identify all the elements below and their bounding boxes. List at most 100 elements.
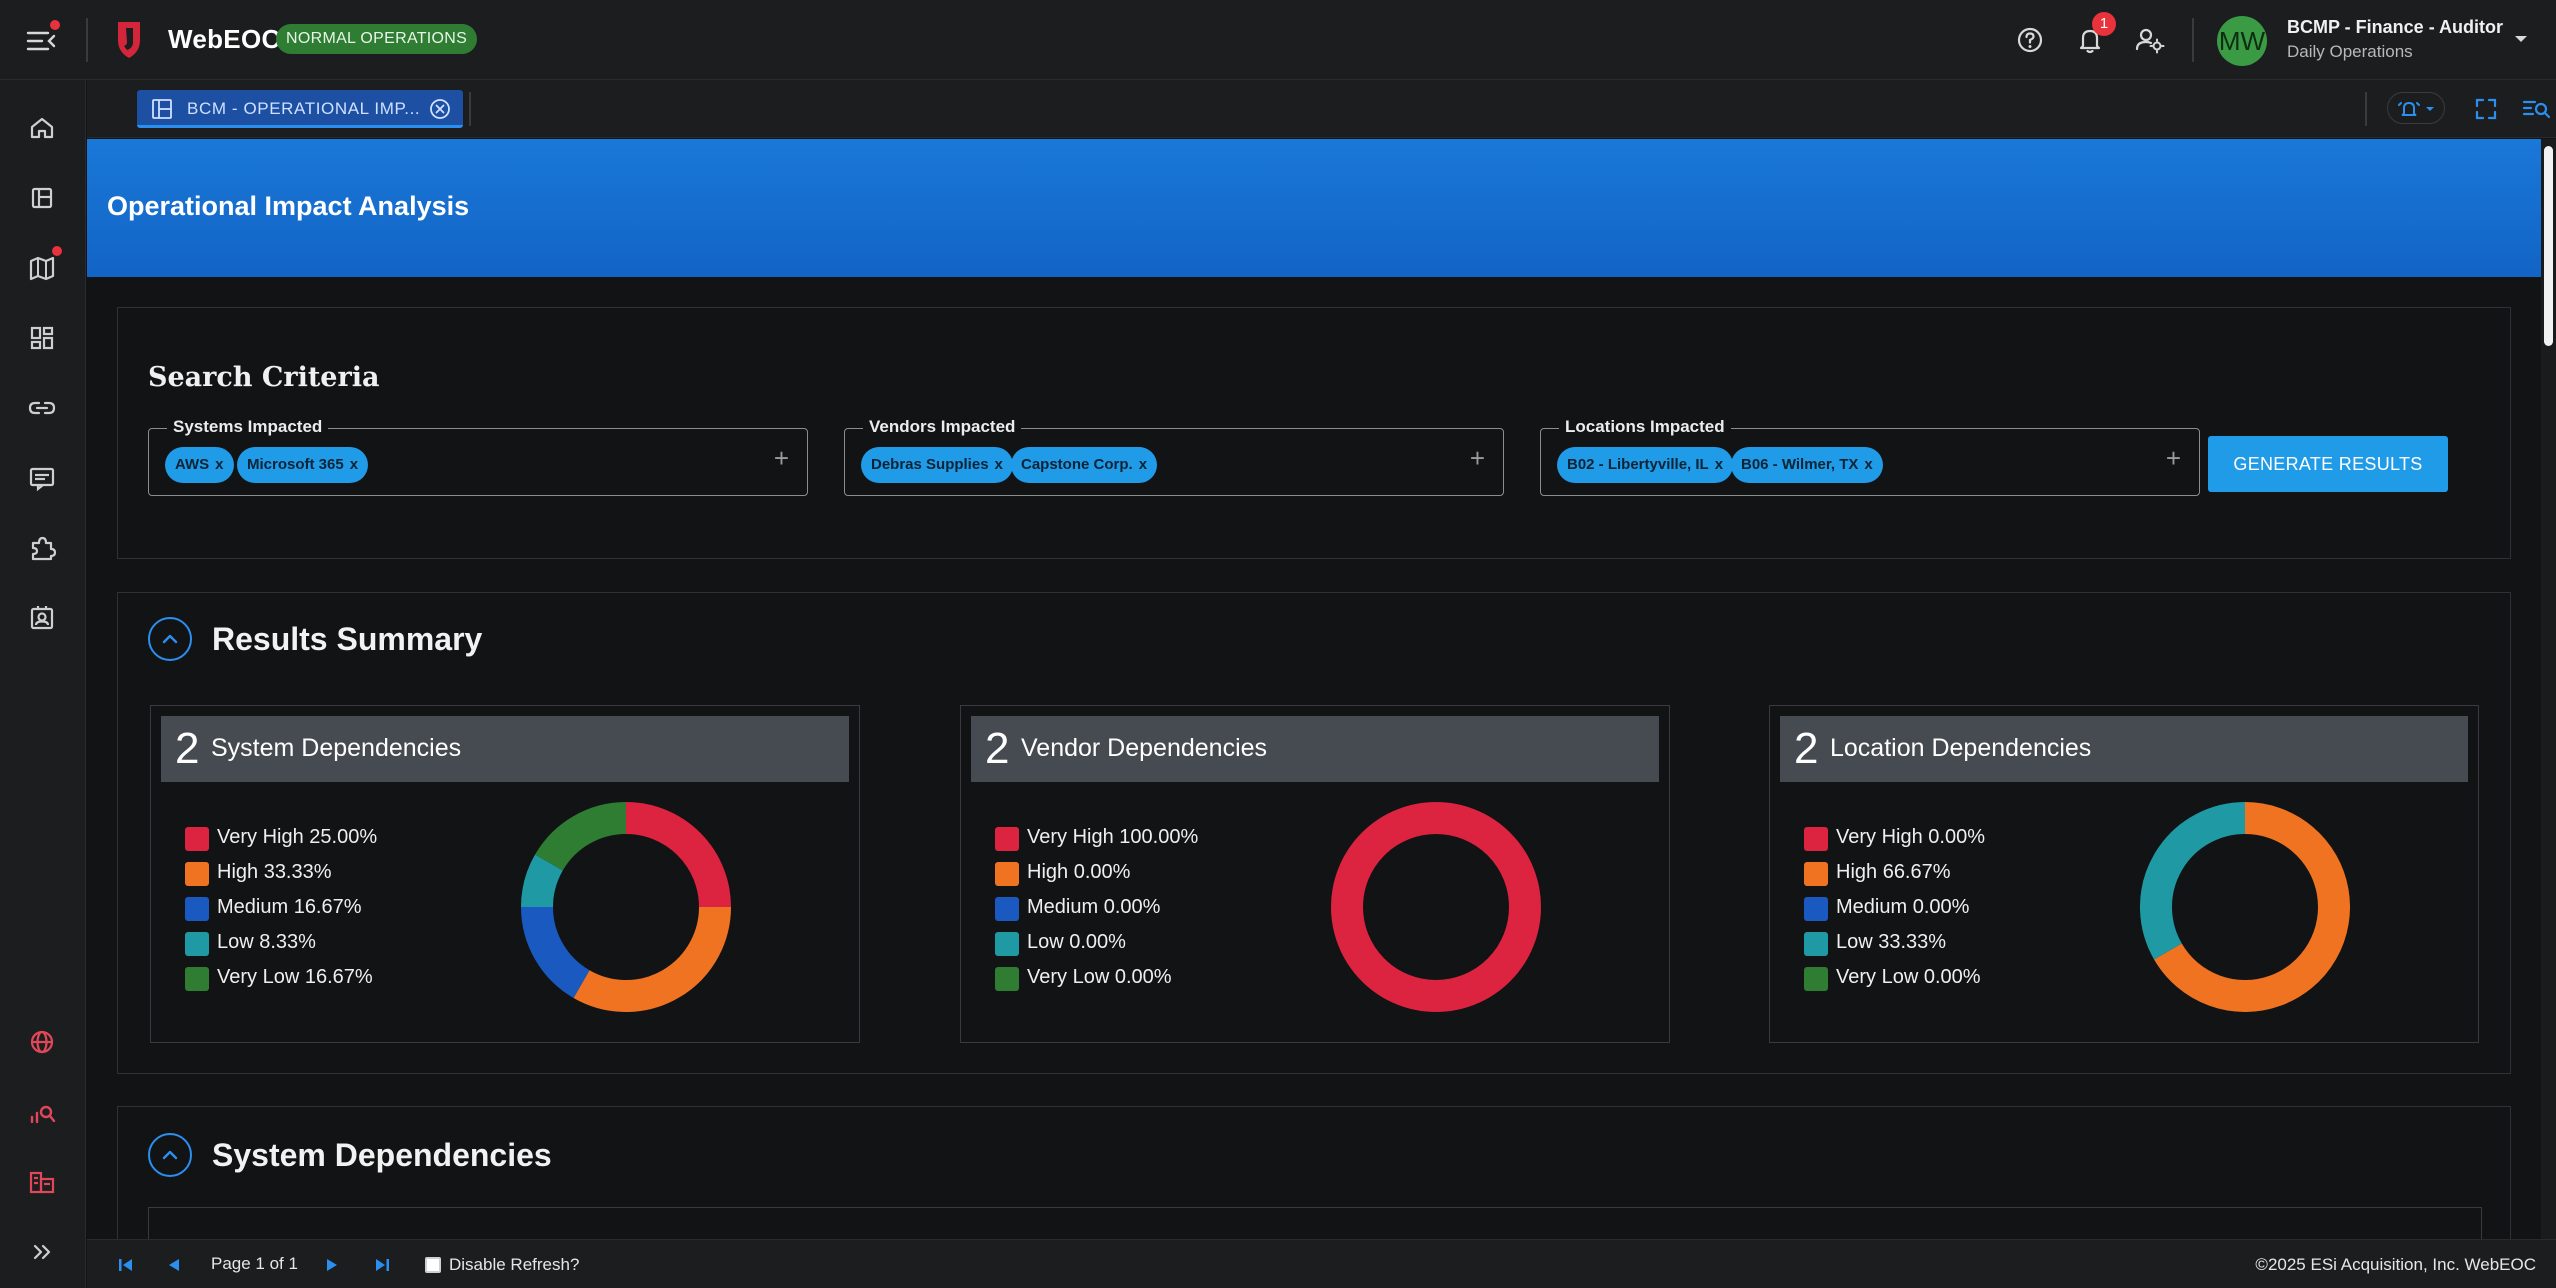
donut-slice-low[interactable]: [2140, 802, 2246, 960]
link-icon[interactable]: [24, 390, 60, 426]
add-system-icon[interactable]: +: [773, 443, 789, 473]
notifications-bell-icon[interactable]: [2072, 22, 2108, 58]
chip-aws[interactable]: AWS x: [165, 447, 234, 483]
scrollbar-thumb[interactable]: [2544, 146, 2553, 346]
menu-toggle-icon[interactable]: [24, 20, 60, 58]
legend-swatch: [185, 897, 209, 921]
chip-remove[interactable]: x: [1864, 456, 1873, 473]
chip-label: Debras Supplies: [871, 456, 989, 473]
card-count: 2: [1794, 724, 1819, 773]
legend-swatch: [1804, 967, 1828, 991]
system-dependencies-donut-chart[interactable]: [521, 802, 731, 1012]
collapse-system-dependencies-button[interactable]: [148, 1133, 192, 1177]
legend-swatch: [995, 967, 1019, 991]
disable-refresh-label: Disable Refresh?: [449, 1255, 580, 1274]
home-icon[interactable]: [24, 110, 60, 146]
locations-impacted-field[interactable]: Locations Impacted B02 - Libertyville, I…: [1540, 417, 2200, 496]
page-banner: Operational Impact Analysis: [87, 139, 2541, 277]
webeoc-logo-icon: [112, 18, 146, 62]
card-header: 2 System Dependencies: [161, 716, 849, 782]
legend-label: Low 0.00%: [1027, 931, 1126, 953]
page-title: Operational Impact Analysis: [107, 191, 470, 221]
divider: [2365, 92, 2367, 126]
first-page-icon[interactable]: [115, 1254, 137, 1276]
generate-results-button[interactable]: GENERATE RESULTS: [2208, 436, 2448, 492]
close-tab-icon[interactable]: [429, 98, 451, 125]
avatar[interactable]: MW: [2217, 16, 2267, 66]
app-name: WebEOC: [168, 24, 281, 54]
legend-label: Very High 25.00%: [217, 826, 378, 848]
expand-rail-icon[interactable]: [24, 1234, 60, 1270]
donut-slice-high[interactable]: [573, 906, 731, 1012]
chip-b06-wilmer[interactable]: B06 - Wilmer, TX x: [1731, 447, 1883, 483]
add-location-icon[interactable]: +: [2165, 443, 2181, 473]
chip-capstone-corp[interactable]: Capstone Corp. x: [1011, 447, 1158, 483]
previous-page-icon[interactable]: [163, 1254, 185, 1276]
chip-remove[interactable]: x: [349, 456, 359, 473]
donut-slice-very-low[interactable]: [535, 802, 627, 872]
scrollbar-track[interactable]: [2541, 139, 2556, 1239]
donut-slice-high[interactable]: [2154, 802, 2350, 1012]
legend-label: Very Low 0.00%: [1027, 966, 1172, 988]
donut-slice-low[interactable]: [521, 854, 564, 908]
donut-slice-medium[interactable]: [521, 906, 591, 998]
legend-swatch: [995, 862, 1019, 886]
donut-slice-very-high[interactable]: [1331, 802, 1541, 1012]
legend-swatch: [185, 827, 209, 851]
main-content: Operational Impact Analysis Search Crite…: [87, 139, 2541, 1239]
search-criteria-title: Search Criteria: [148, 362, 380, 393]
chip-label: Capstone Corp.: [1021, 456, 1133, 473]
chip-remove[interactable]: x: [1138, 456, 1148, 473]
card-title: System Dependencies: [211, 734, 462, 762]
vendors-impacted-field[interactable]: Vendors Impacted Debras Supplies x Capsto…: [844, 417, 1504, 496]
boards-icon[interactable]: [24, 180, 60, 216]
contacts-icon[interactable]: [24, 600, 60, 636]
user-position[interactable]: Daily Operations: [2287, 42, 2413, 61]
plugins-puzzle-icon[interactable]: [24, 530, 60, 566]
user-name[interactable]: BCMP - Finance - Auditor: [2287, 17, 2503, 37]
chip-b02-libertyville[interactable]: B02 - Libertyville, IL x: [1557, 447, 1734, 483]
chip-debras-supplies[interactable]: Debras Supplies x: [861, 447, 1013, 483]
system-dependencies-table: [148, 1207, 2482, 1239]
last-page-icon[interactable]: [371, 1254, 393, 1276]
systems-impacted-field[interactable]: Systems Impacted AWS x Microsoft 365 x +: [148, 417, 808, 496]
tab-bcm-operational-impact[interactable]: BCM - OPERATIONAL IMP...: [137, 90, 463, 128]
chip-remove[interactable]: x: [994, 456, 1003, 473]
chip-label: Microsoft 365: [247, 456, 344, 473]
chip-remove[interactable]: x: [215, 456, 224, 473]
card-count: 2: [985, 724, 1010, 773]
fullscreen-icon[interactable]: [2473, 96, 2499, 122]
messages-icon[interactable]: [24, 460, 60, 496]
alarm-menu-button[interactable]: [2387, 92, 2445, 124]
card-header: 2 Location Dependencies: [1780, 716, 2468, 782]
notification-count-badge: 1: [2092, 12, 2116, 36]
search-list-icon[interactable]: [2521, 96, 2551, 122]
chevron-down-icon[interactable]: [2512, 32, 2530, 44]
disable-refresh-checkbox[interactable]: [425, 1257, 441, 1273]
chip-microsoft-365[interactable]: Microsoft 365 x: [237, 447, 369, 483]
collapse-results-button[interactable]: [148, 617, 192, 661]
globe-icon[interactable]: [24, 1024, 60, 1060]
system-dependencies-card: 2 System Dependencies Very High 25.00% H…: [150, 705, 860, 1043]
vendor-dependencies-donut-chart[interactable]: [1331, 802, 1541, 1012]
legend-swatch: [185, 967, 209, 991]
field-legend: Locations Impacted: [1559, 417, 1731, 437]
help-icon[interactable]: [2012, 22, 2048, 58]
legend-swatch: [995, 827, 1019, 851]
location-dependencies-donut-chart[interactable]: [2140, 802, 2350, 1012]
reports-icon[interactable]: [24, 1164, 60, 1200]
add-vendor-icon[interactable]: +: [1469, 443, 1485, 473]
donut-slice-very-high[interactable]: [625, 802, 731, 908]
next-page-icon[interactable]: [321, 1254, 343, 1276]
vendor-dependencies-card: 2 Vendor Dependencies Very High 100.00% …: [960, 705, 1670, 1043]
chip-remove[interactable]: x: [1714, 456, 1724, 473]
map-icon[interactable]: [24, 250, 60, 286]
divider: [469, 92, 471, 126]
card-title: Vendor Dependencies: [1021, 734, 1268, 762]
dashboard-icon[interactable]: [24, 320, 60, 356]
chip-label: B02 - Libertyville, IL: [1567, 456, 1709, 473]
legend-swatch: [995, 897, 1019, 921]
user-settings-icon[interactable]: [2132, 22, 2168, 58]
left-navigation-rail: [0, 80, 86, 1288]
analytics-search-icon[interactable]: [24, 1094, 60, 1130]
